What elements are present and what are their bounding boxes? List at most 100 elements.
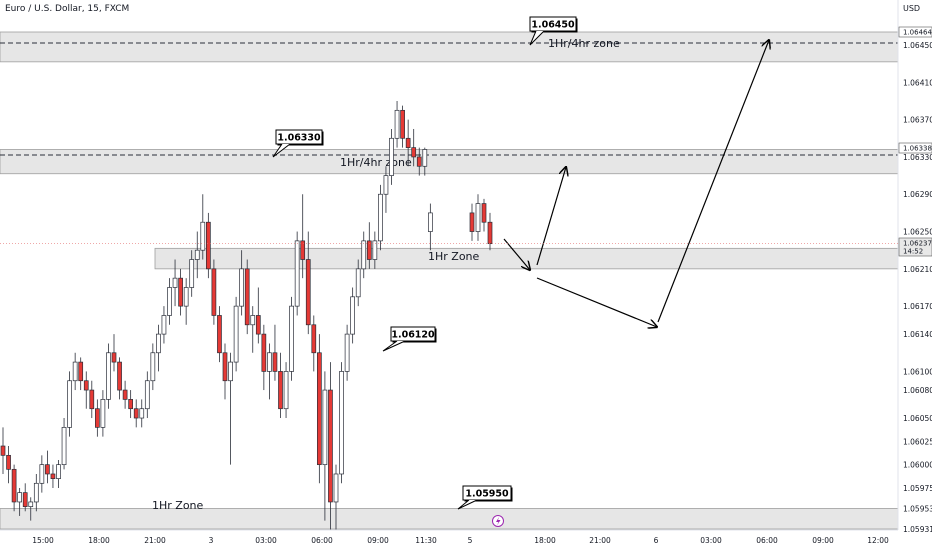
price-tag <box>898 142 932 154</box>
x-tick-label: 18:00 <box>534 536 556 545</box>
callouts-layer: 1.06450 1.06330 1.06120 1.05950 <box>272 16 578 510</box>
candles-layer <box>0 101 493 530</box>
zone-label: 1Hr Zone <box>428 250 480 263</box>
y-tick-label: 1.06000 <box>903 461 932 470</box>
currency-label: USD <box>903 4 921 13</box>
candle-up <box>283 371 289 410</box>
candle-up <box>383 175 389 195</box>
candle-down <box>94 408 100 428</box>
x-tick-label: 18:00 <box>88 536 110 545</box>
candle-up <box>322 389 328 466</box>
candle-up <box>355 268 361 298</box>
candle-down <box>481 203 487 223</box>
candle-down <box>133 408 139 419</box>
x-tick-label: 5 <box>468 536 473 545</box>
zone-rect[interactable] <box>0 508 899 530</box>
price-tag <box>898 26 932 38</box>
candle-down <box>328 389 333 503</box>
y-tick-label: 1.05953 <box>903 504 932 513</box>
y-tick-label: 1.06025 <box>903 437 932 446</box>
zones-layer: 1Hr/4hr zone 1Hr/4hr zone 1Hr Zone 1Hr Zone <box>0 31 899 530</box>
candle-up <box>422 149 428 167</box>
alert-icon[interactable] <box>492 515 504 527</box>
callout-pointer <box>529 30 545 46</box>
candle-up <box>17 492 22 503</box>
candle-up <box>39 464 45 484</box>
candle-up <box>139 408 145 419</box>
y-tick-label: 1.06250 <box>903 228 932 237</box>
y-tick-label: 1.06330 <box>903 153 932 162</box>
candle-up <box>167 287 172 316</box>
y-tick-label: 1.06080 <box>903 386 932 395</box>
y-tick-label: 1.06050 <box>903 414 932 423</box>
zone-rect[interactable] <box>0 149 899 175</box>
projection-arrow <box>657 40 769 323</box>
callout-box[interactable] <box>275 129 323 145</box>
candle-down <box>78 361 84 382</box>
x-tick-label: 03:00 <box>700 536 722 545</box>
candle-up <box>72 361 78 382</box>
candle-up <box>56 464 61 479</box>
candle-down <box>11 468 17 503</box>
candle-down <box>128 399 133 410</box>
x-tick-label: 12:00 <box>867 536 889 545</box>
callout-box[interactable] <box>529 16 577 32</box>
candle-down <box>22 492 28 507</box>
candle-up <box>344 333 350 372</box>
candle-up <box>233 305 239 363</box>
candle-down <box>178 277 183 307</box>
callout-label: 1.06330 <box>277 133 321 144</box>
y-axis-ticks: 1.06450 1.06410 1.06370 1.06330 1.06290 1.062… <box>903 41 932 534</box>
candle-up <box>106 352 111 400</box>
candle-up <box>172 277 178 288</box>
projection-arrow <box>536 277 657 327</box>
candle-down <box>366 240 372 260</box>
candle-up <box>239 268 244 307</box>
candle-down <box>305 259 311 326</box>
x-tick-label: 09:00 <box>812 536 834 545</box>
candle-up <box>28 501 34 507</box>
candle-up <box>61 427 67 466</box>
candle-down <box>300 240 306 260</box>
candle-up <box>156 333 161 354</box>
candle-up <box>394 109 400 139</box>
candle-down <box>255 315 261 335</box>
projection-layer <box>503 40 769 327</box>
x-tick-label: 21:00 <box>589 536 611 545</box>
price-tag <box>898 237 932 257</box>
candle-up <box>389 137 394 176</box>
callout-label: 1.06120 <box>391 330 435 341</box>
price-tag-countdown: 14:52 <box>903 248 923 256</box>
callout-box[interactable] <box>462 485 512 501</box>
candle-up <box>150 352 156 382</box>
callout-label: 1.06450 <box>531 20 575 31</box>
candle-up <box>289 305 294 372</box>
callout-box[interactable] <box>390 326 436 342</box>
candle-up <box>428 212 433 232</box>
candle-up <box>294 240 300 307</box>
candle-down <box>416 156 422 167</box>
candle-down <box>83 380 89 391</box>
candle-down <box>487 221 493 245</box>
candle-up <box>361 240 367 270</box>
x-tick-label: 03:00 <box>255 536 277 545</box>
candle-up <box>339 371 344 475</box>
price-tag-value: 1.06237 <box>903 240 932 248</box>
axes-layer <box>0 0 899 531</box>
candle-down <box>117 361 122 391</box>
candle-down <box>111 352 117 363</box>
candle-up <box>350 296 355 335</box>
candle-up <box>475 203 481 232</box>
callout-label: 1.05950 <box>465 489 509 500</box>
candle-down <box>411 147 417 158</box>
candle-down <box>45 464 50 475</box>
y-tick-label: 1.06100 <box>903 367 932 376</box>
x-tick-label: 06:00 <box>756 536 778 545</box>
projection-arrow <box>536 167 566 266</box>
zone-label: 1Hr/4hr zone <box>340 156 412 169</box>
x-tick-label: 3 <box>209 536 214 545</box>
candle-down <box>0 445 6 456</box>
zone-rect[interactable] <box>0 31 899 63</box>
